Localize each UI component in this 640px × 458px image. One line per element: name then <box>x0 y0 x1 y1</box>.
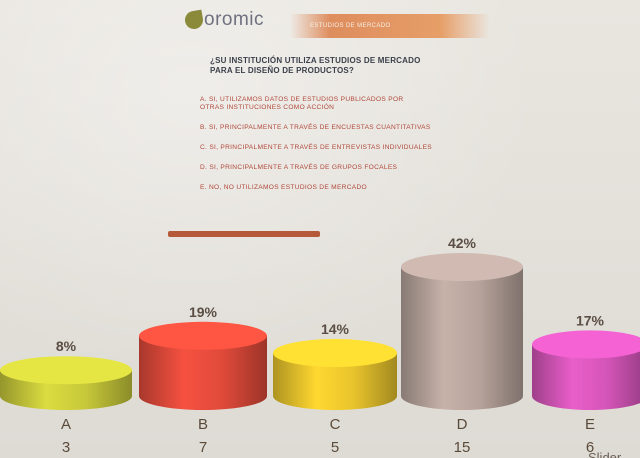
bar-top <box>139 321 267 350</box>
header-band: ESTUDIOS DE MERCADO <box>290 14 490 38</box>
bar-top <box>401 253 523 281</box>
count-label: 5 <box>331 439 339 456</box>
option-e: E. NO, NO UTILIZAMOS ESTUDIOS DE MERCADO <box>200 184 500 192</box>
bar-body <box>273 353 397 410</box>
bar-A: 8% A 3 <box>0 338 132 456</box>
option-b-line-1: B. SI, PRINCIPALMENTE A TRAVÉS DE ENCUES… <box>200 124 431 131</box>
logo: oromic <box>183 8 265 32</box>
count-label: 3 <box>62 439 70 456</box>
bar-body <box>401 267 523 410</box>
bar-top <box>532 330 640 359</box>
footer-note: Slider <box>588 450 622 458</box>
percent-label: 42% <box>448 235 477 251</box>
answer-options: A. SI, UTILIZAMOS DATOS DE ESTUDIOS PUBL… <box>200 96 500 204</box>
option-a-line-2: OTRAS INSTITUCIONES COMO ACCIÓN <box>200 104 335 111</box>
question-title: ¿SU INSTITUCIÓN UTILIZA ESTUDIOS DE MERC… <box>210 56 470 76</box>
bar-B: 19% B 7 <box>139 304 267 456</box>
category-label: E <box>585 416 595 433</box>
percent-label: 17% <box>576 312 605 328</box>
category-label: D <box>457 416 468 433</box>
count-label: 15 <box>454 439 471 456</box>
option-b: B. SI, PRINCIPALMENTE A TRAVÉS DE ENCUES… <box>200 124 500 132</box>
option-a-line-1: A. SI, UTILIZAMOS DATOS DE ESTUDIOS PUBL… <box>200 96 404 103</box>
percent-label: 8% <box>56 338 77 354</box>
option-a: A. SI, UTILIZAMOS DATOS DE ESTUDIOS PUBL… <box>200 96 500 112</box>
option-d: D. SI, PRINCIPALMENTE A TRAVÉS DE GRUPOS… <box>200 164 500 172</box>
option-c: C. SI, PRINCIPALMENTE A TRAVÉS DE ENTREV… <box>200 144 500 152</box>
category-label: C <box>330 416 341 433</box>
bar-D: 42% D 15 <box>401 235 523 456</box>
percent-label: 14% <box>321 321 350 337</box>
count-label: 7 <box>199 439 207 456</box>
category-label: B <box>198 416 208 433</box>
header-band-text: ESTUDIOS DE MERCADO <box>310 23 391 29</box>
bar-body <box>139 335 267 410</box>
divider <box>168 231 320 237</box>
count-label: 6 <box>586 439 594 456</box>
question-line-2: PARA EL DISEÑO DE PRODUCTOS? <box>210 66 354 75</box>
percent-label: 19% <box>189 304 218 320</box>
bar-body <box>532 344 640 410</box>
bar-top <box>273 339 397 367</box>
option-c-line-1: C. SI, PRINCIPALMENTE A TRAVÉS DE ENTREV… <box>200 144 432 151</box>
option-d-line-1: D. SI, PRINCIPALMENTE A TRAVÉS DE GRUPOS… <box>200 164 398 171</box>
bar-top <box>0 356 132 385</box>
category-label: A <box>61 416 71 433</box>
bar-E: 17% E 6 <box>532 312 640 456</box>
question-line-1: ¿SU INSTITUCIÓN UTILIZA ESTUDIOS DE MERC… <box>210 56 421 65</box>
logo-text: oromic <box>204 9 265 30</box>
bar-C: 14% C 5 <box>273 321 397 456</box>
option-e-line-1: E. NO, NO UTILIZAMOS ESTUDIOS DE MERCADO <box>200 184 367 191</box>
